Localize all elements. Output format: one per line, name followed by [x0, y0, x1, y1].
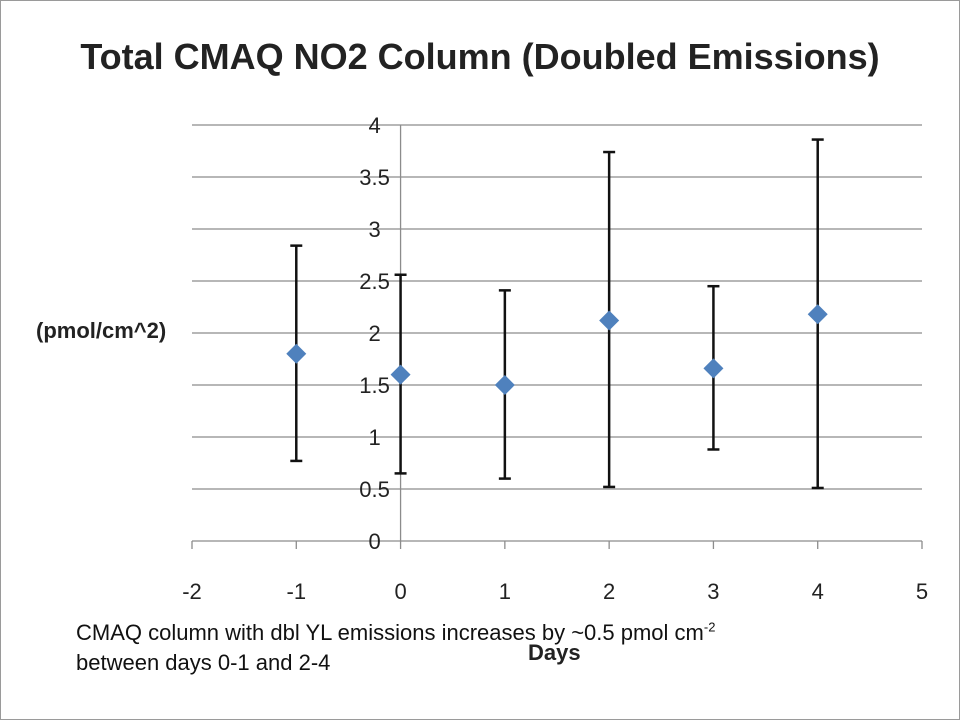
y-tick-label: 3.5	[359, 165, 390, 190]
grid-lines	[192, 124, 922, 490]
y-tick-label: 2.5	[359, 269, 390, 294]
y-tick-label: 4	[368, 113, 380, 138]
tick-labels: 0 0.5 1 1.5 2 2.5 3 3.5 4 -2 -1 0 1 2 3 4 5	[182, 113, 928, 604]
x-tick-label: 5	[916, 579, 928, 604]
annotation-text: CMAQ column with dbl YL emissions increa…	[76, 618, 715, 678]
x-tick-label: -1	[287, 579, 307, 604]
y-tick-label: 3	[368, 217, 380, 242]
data-point	[807, 304, 828, 325]
x-axis-label: Days	[528, 640, 581, 665]
x-tick-label: 4	[812, 579, 824, 604]
data-point	[286, 343, 307, 364]
x-tick-label: 0	[394, 579, 406, 604]
chart-title: Total CMAQ NO2 Column (Doubled Emissions…	[80, 36, 880, 77]
annotation-superscript: -2	[703, 619, 716, 635]
y-tick-label: 0.5	[359, 477, 390, 502]
x-tick-label: -2	[182, 579, 202, 604]
data-point	[494, 375, 515, 395]
data-point	[390, 364, 411, 385]
y-tick-label: 2	[368, 321, 380, 346]
data-point	[703, 358, 724, 379]
data-point	[599, 310, 620, 331]
annotation-line1: CMAQ column with dbl YL emissions increa…	[76, 620, 704, 645]
annotation-line2: between days 0-1 and 2-4	[76, 650, 331, 675]
x-tick-label: 3	[707, 579, 719, 604]
y-tick-label: 0	[368, 529, 380, 554]
x-tick-label: 1	[499, 579, 511, 604]
axes	[191, 125, 923, 549]
y-tick-label: 1.5	[359, 373, 390, 398]
y-tick-label: 1	[368, 425, 380, 450]
data-points	[286, 304, 828, 395]
y-axis-label: (pmol/cm^2)	[36, 318, 167, 343]
x-tick-label: 2	[603, 579, 615, 604]
